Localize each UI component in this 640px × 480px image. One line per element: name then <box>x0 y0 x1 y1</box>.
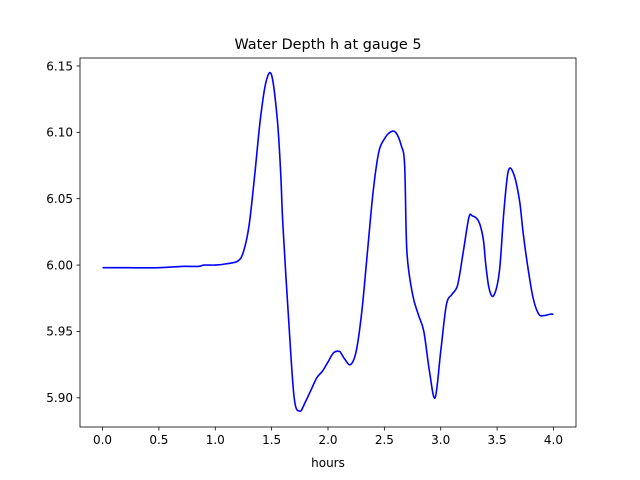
x-tick-label: 3.5 <box>488 433 507 447</box>
x-tick-label: 1.5 <box>262 433 281 447</box>
x-tick-label: 3.0 <box>431 433 450 447</box>
y-tick-label: 6.00 <box>46 258 73 272</box>
y-tick-label: 6.05 <box>46 192 73 206</box>
x-tick-label: 0.0 <box>93 433 112 447</box>
y-tick-label: 5.90 <box>46 391 73 405</box>
series-line-0 <box>102 71 554 412</box>
x-tick-label: 2.5 <box>375 433 394 447</box>
x-tick-label: 0.5 <box>149 433 168 447</box>
chart-title: Water Depth h at gauge 5 <box>234 37 421 53</box>
axes: 0.0 0.5 1.0 1.5 2.0 2.5 3.0 3.5 4.0 5.90 5.95 6.00 6… <box>46 57 577 447</box>
x-tick-label: 4.0 <box>544 433 563 447</box>
x-axis-label: hours <box>311 456 345 470</box>
x-tick-label: 1.0 <box>206 433 225 447</box>
y-tick-label: 6.15 <box>46 59 73 73</box>
x-tick-label: 2.0 <box>318 433 337 447</box>
y-tick-label: 6.10 <box>46 126 73 140</box>
y-tick-label: 5.95 <box>46 325 73 339</box>
plot-area <box>102 71 554 412</box>
